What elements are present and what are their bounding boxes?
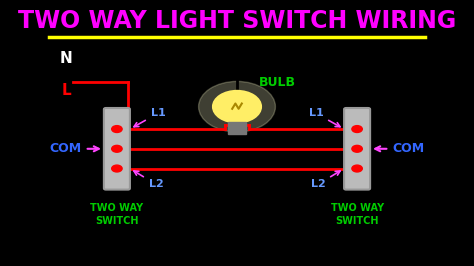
- Bar: [228, 122, 246, 134]
- Circle shape: [352, 126, 362, 132]
- Circle shape: [352, 165, 362, 172]
- FancyBboxPatch shape: [344, 108, 370, 190]
- Circle shape: [112, 165, 122, 172]
- Circle shape: [112, 126, 122, 132]
- Text: COM: COM: [375, 142, 424, 155]
- Text: L1: L1: [134, 108, 165, 127]
- Text: N: N: [60, 51, 73, 66]
- Circle shape: [352, 146, 362, 152]
- Text: L: L: [61, 83, 71, 98]
- Text: TWO WAY LIGHT SWITCH WIRING: TWO WAY LIGHT SWITCH WIRING: [18, 9, 456, 33]
- Circle shape: [112, 146, 122, 152]
- Text: TWO WAY
SWITCH: TWO WAY SWITCH: [330, 203, 383, 226]
- Text: TWO WAY
SWITCH: TWO WAY SWITCH: [91, 203, 144, 226]
- Text: L2: L2: [310, 171, 340, 189]
- Circle shape: [213, 91, 261, 122]
- FancyBboxPatch shape: [104, 108, 130, 190]
- Text: BULB: BULB: [258, 77, 295, 89]
- Text: L1: L1: [309, 108, 340, 127]
- Text: L2: L2: [134, 171, 164, 189]
- Circle shape: [199, 81, 275, 132]
- Text: COM: COM: [50, 142, 99, 155]
